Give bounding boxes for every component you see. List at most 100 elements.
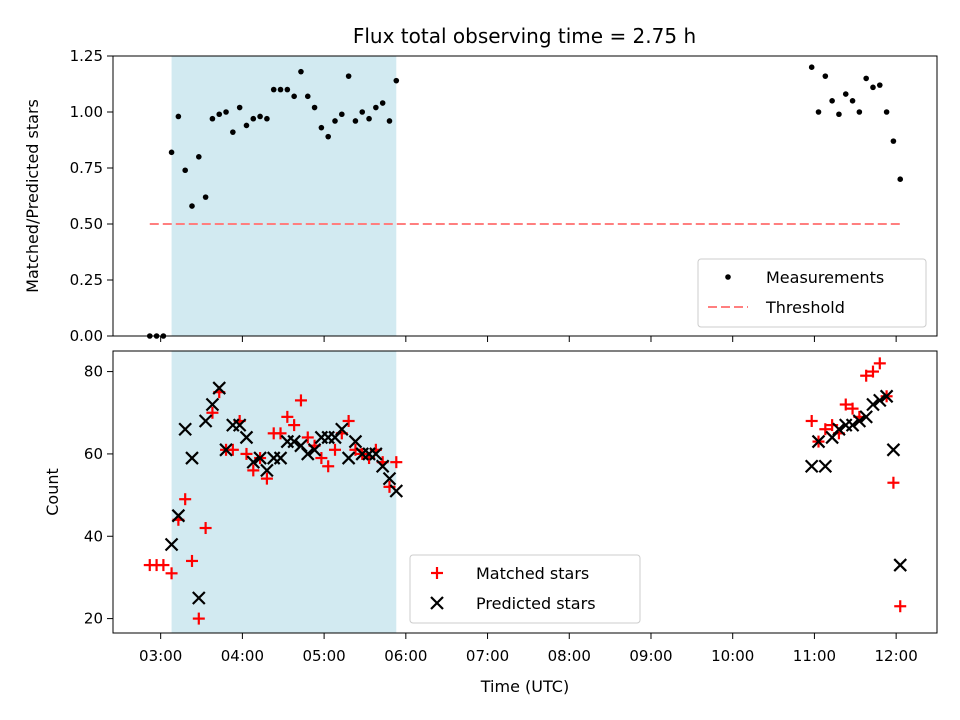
top-ytick-label: 0.75 [70, 159, 103, 177]
predicted-star-point [382, 471, 397, 486]
measurement-point [298, 68, 304, 75]
predicted-star-point [192, 591, 206, 605]
predicted-star-point [873, 393, 887, 408]
measurement-point [883, 109, 890, 115]
matched-star-point [390, 456, 403, 469]
top-ytick-label: 0.25 [70, 271, 103, 289]
predicted-star-point [348, 434, 363, 449]
measurement-point [808, 64, 815, 70]
measurement-point [386, 118, 393, 124]
measurement-point [325, 133, 331, 140]
bottom-shaded-region [171, 351, 397, 633]
measurement-point [829, 98, 835, 104]
measurement-point [264, 115, 270, 122]
measurement-point [379, 100, 386, 106]
predicted-star-point [859, 410, 873, 424]
measurement-point [257, 113, 263, 120]
measurement-point [243, 122, 250, 129]
top-ytick-label: 1.25 [70, 47, 103, 65]
predicted-star-point [852, 414, 867, 428]
measurement-point [332, 118, 338, 124]
matched-star-point [315, 452, 328, 465]
predicted-star-point [178, 422, 192, 436]
predicted-star-point [164, 537, 179, 552]
matched-star-point [322, 460, 335, 473]
predicted-star-point [232, 418, 247, 432]
bottom-xtick-label: 05:00 [302, 647, 345, 665]
bottom-xtick-label: 06:00 [384, 647, 427, 665]
measurement-point [236, 104, 243, 111]
bottom-legend: Matched stars Predicted stars [409, 554, 641, 624]
top-ytick-label: 0.50 [70, 215, 103, 233]
bottom-ytick-label: 80 [84, 363, 103, 381]
matched-star-point [294, 394, 307, 407]
bottom-panel: 20 40 60 80 03:00 04:00 05:00 06:00 07:00 08:00 0… [43, 350, 938, 696]
bottom-xtick-label: 03:00 [139, 647, 182, 665]
predicted-star-point [273, 451, 288, 465]
measurement-point [863, 75, 869, 82]
measurement-point [175, 113, 182, 120]
predicted-star-point [205, 397, 220, 412]
matched-star-point [240, 447, 253, 460]
matched-star-point [894, 600, 907, 613]
legend-predicted-label: Predicted stars [476, 594, 596, 613]
predicted-star-point [369, 447, 383, 461]
measurement-point [856, 109, 863, 115]
matched-star-point [157, 559, 170, 572]
matched-star-point [247, 464, 260, 477]
measurement-point [318, 124, 325, 131]
matched-star-point [199, 522, 212, 535]
bottom-ytick-label: 60 [84, 445, 103, 463]
predicted-star-point [246, 455, 261, 469]
predicted-star-point [212, 381, 227, 395]
predicted-star-point [893, 558, 908, 572]
measurement-point [897, 176, 904, 182]
predicted-star-point [845, 418, 860, 432]
bottom-xtick-label: 09:00 [629, 647, 672, 665]
top-legend: Measurements Threshold [697, 258, 927, 328]
matched-star-point [192, 612, 205, 625]
predicted-star-point [335, 422, 349, 436]
predicted-star-point [260, 463, 274, 478]
measurement-point [890, 138, 897, 144]
measurement-point [182, 167, 188, 174]
measurement-point [196, 154, 202, 160]
matched-star-point [329, 443, 342, 456]
measurement-point [352, 118, 359, 124]
legend-matched-label: Matched stars [476, 564, 589, 583]
matched-star-point [805, 414, 818, 427]
predicted-star-point [171, 508, 186, 523]
top-shaded-region [171, 56, 397, 336]
top-ytick-label: 0.00 [70, 327, 103, 345]
matched-star-point [179, 493, 192, 506]
measurement-point [230, 129, 236, 135]
top-legend-box [697, 258, 927, 328]
bottom-xtick-label: 12:00 [875, 647, 918, 665]
measurement-point [209, 115, 216, 122]
predicted-star-point [300, 447, 315, 461]
predicted-star-point [804, 459, 819, 474]
bottom-ytick-label: 40 [84, 527, 103, 545]
predicted-star-point [253, 451, 267, 465]
matched-star-point [274, 427, 287, 440]
predicted-star-point [879, 389, 894, 404]
predicted-star-point [811, 434, 826, 449]
bottom-xtick-label: 04:00 [221, 647, 264, 665]
legend-measurements-label: Measurements [766, 268, 884, 287]
measurement-point [284, 86, 291, 93]
matched-star-point [206, 406, 219, 419]
measurement-point [304, 93, 311, 100]
measurement-point [202, 194, 209, 200]
matched-star-point [846, 402, 859, 415]
matched-star-point [165, 567, 178, 580]
measurement-point [250, 115, 257, 122]
measurement-points [146, 64, 904, 339]
top-axes-frame [112, 55, 938, 337]
predicted-star-point [307, 443, 322, 457]
legend-threshold-label: Threshold [765, 298, 845, 317]
predicted-star-point [239, 430, 254, 445]
matched-star-point [860, 369, 873, 382]
bottom-xtick-label: 08:00 [548, 647, 591, 665]
matched-star-point [288, 419, 301, 432]
bottom-xtick-label: 11:00 [793, 647, 836, 665]
